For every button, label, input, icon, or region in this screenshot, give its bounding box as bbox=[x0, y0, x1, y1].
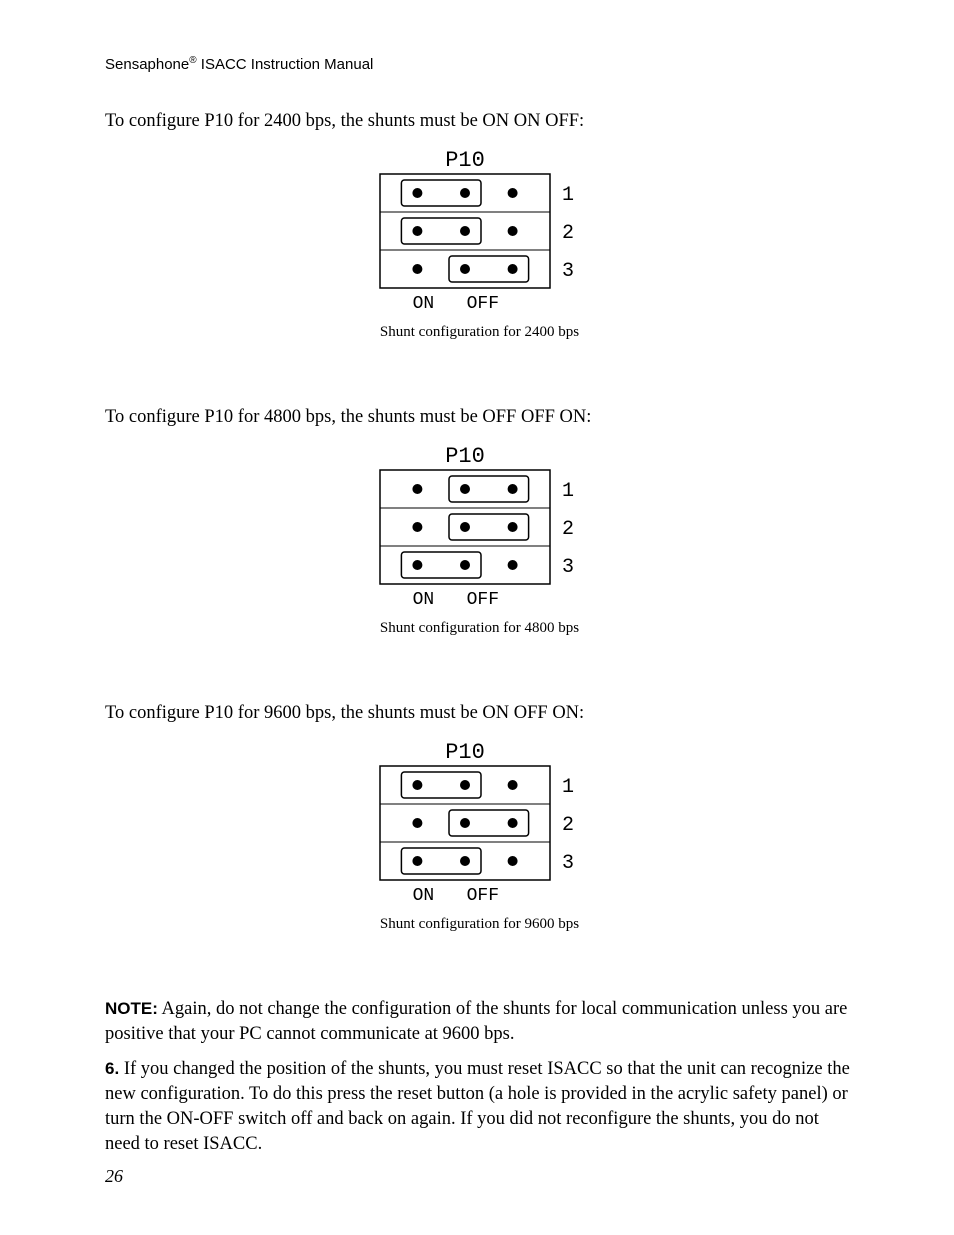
svg-text:3: 3 bbox=[561, 260, 573, 283]
svg-text:2: 2 bbox=[561, 814, 573, 837]
shunt-diagram-4800: P10 1 2 3 ON OFF bbox=[370, 440, 590, 610]
svg-text:1: 1 bbox=[561, 776, 573, 799]
header-brand: Sensaphone bbox=[105, 56, 189, 73]
svg-text:ON: ON bbox=[412, 590, 434, 610]
svg-text:P10: P10 bbox=[445, 148, 485, 173]
svg-text:OFF: OFF bbox=[466, 590, 498, 610]
header-rest: ISACC Instruction Manual bbox=[197, 56, 374, 73]
config-text-2400: To configure P10 for 2400 bps, the shunt… bbox=[105, 109, 854, 134]
caption-9600: Shunt configuration for 9600 bps bbox=[105, 916, 854, 933]
config-text-9600: To configure P10 for 9600 bps, the shunt… bbox=[105, 701, 854, 726]
diagram-9600: P10 1 2 3 ON OFF Shunt configuration for 9600… bbox=[105, 736, 854, 933]
svg-text:3: 3 bbox=[561, 556, 573, 579]
svg-text:1: 1 bbox=[561, 184, 573, 207]
diagram-2400: P10 1 2 3 ON OFF Shunt configuration for 2400… bbox=[105, 144, 854, 341]
step-6-number: 6. bbox=[105, 1059, 119, 1078]
caption-4800: Shunt configuration for 4800 bps bbox=[105, 620, 854, 637]
note-text: Again, do not change the configuration o… bbox=[105, 999, 847, 1044]
registered-mark: ® bbox=[189, 55, 196, 66]
caption-2400: Shunt configuration for 2400 bps bbox=[105, 324, 854, 341]
shunt-diagram-9600: P10 1 2 3 ON OFF bbox=[370, 736, 590, 906]
svg-text:2: 2 bbox=[561, 222, 573, 245]
svg-text:OFF: OFF bbox=[466, 886, 498, 906]
svg-text:ON: ON bbox=[412, 294, 434, 314]
svg-text:ON: ON bbox=[412, 886, 434, 906]
page-header: Sensaphone® ISACC Instruction Manual bbox=[105, 55, 854, 73]
svg-text:P10: P10 bbox=[445, 740, 485, 765]
svg-text:3: 3 bbox=[561, 852, 573, 875]
step-6-paragraph: 6. If you changed the position of the sh… bbox=[105, 1057, 854, 1157]
diagram-4800: P10 1 2 3 ON OFF Shunt configuration for 4800… bbox=[105, 440, 854, 637]
shunt-diagram-2400: P10 1 2 3 ON OFF bbox=[370, 144, 590, 314]
svg-text:2: 2 bbox=[561, 518, 573, 541]
note-paragraph: NOTE: Again, do not change the configura… bbox=[105, 997, 854, 1047]
svg-text:OFF: OFF bbox=[466, 294, 498, 314]
note-label: NOTE: bbox=[105, 999, 158, 1018]
step-6-text: If you changed the position of the shunt… bbox=[105, 1059, 850, 1154]
config-text-4800: To configure P10 for 4800 bps, the shunt… bbox=[105, 405, 854, 430]
svg-text:P10: P10 bbox=[445, 444, 485, 469]
svg-text:1: 1 bbox=[561, 480, 573, 503]
page-number: 26 bbox=[105, 1166, 123, 1187]
